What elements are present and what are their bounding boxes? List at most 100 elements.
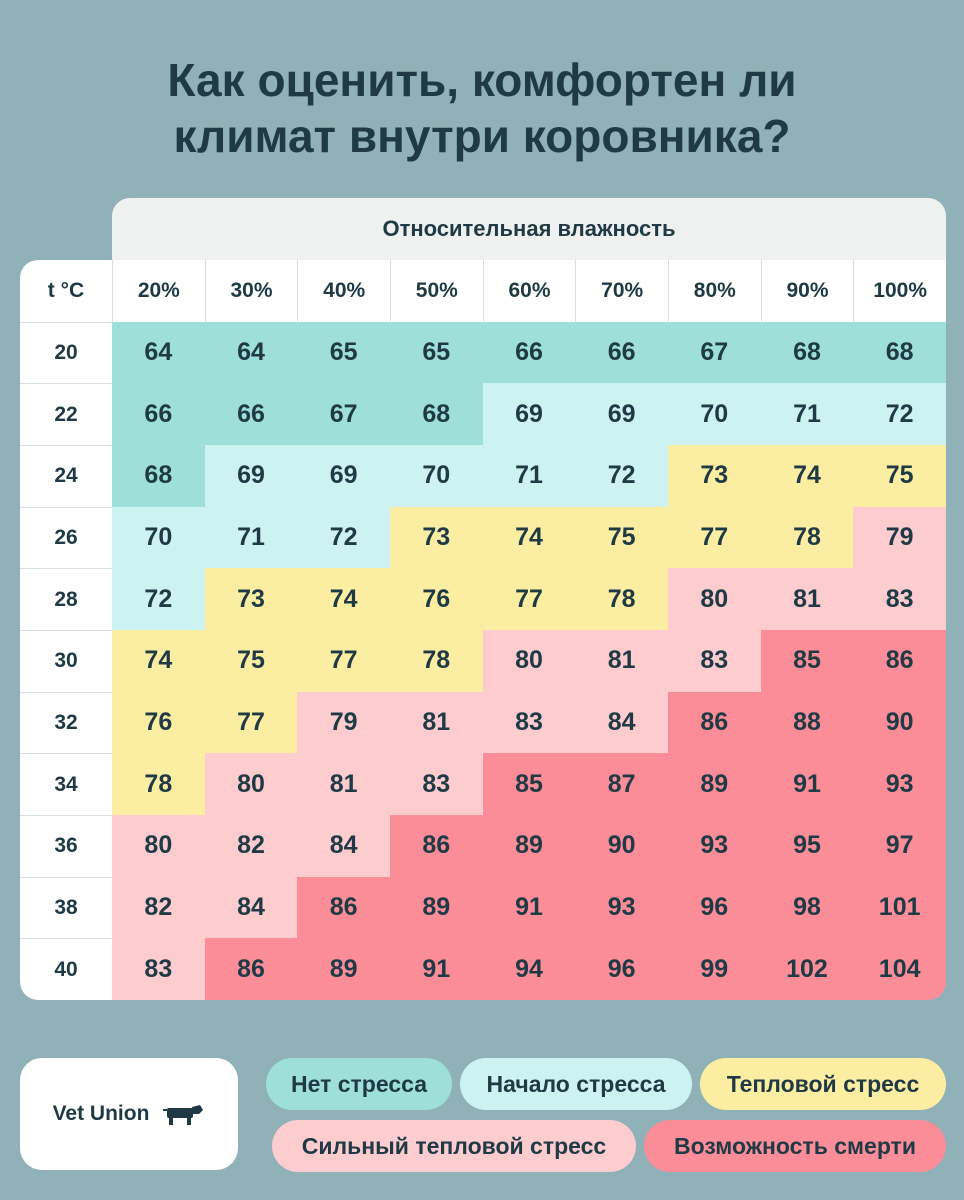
- column-header: 60%: [482, 260, 576, 322]
- value-cell: 72: [112, 568, 205, 630]
- column-header: 30%: [204, 260, 298, 322]
- value-cell: 74: [297, 568, 390, 630]
- row-header-label: t °C: [20, 260, 112, 322]
- row-header: 22: [20, 383, 112, 445]
- legend-item: Тепловой стресс: [700, 1058, 946, 1110]
- column-header: 20%: [112, 260, 205, 322]
- value-cell: 68: [760, 321, 854, 384]
- value-cell: 69: [482, 383, 576, 445]
- value-cell: 82: [112, 876, 205, 939]
- value-cell: 68: [389, 383, 483, 445]
- value-cell: 84: [575, 691, 668, 754]
- column-header: 100%: [853, 260, 946, 322]
- value-cell: 76: [389, 568, 483, 630]
- value-cell: 66: [575, 321, 668, 384]
- value-cell: 67: [297, 383, 390, 445]
- value-cell: 81: [297, 753, 390, 815]
- value-cell: 71: [482, 445, 576, 507]
- value-cell: 86: [297, 876, 390, 939]
- value-cell: 78: [760, 506, 854, 569]
- value-cell: 85: [482, 753, 576, 815]
- value-cell: 66: [112, 383, 205, 445]
- column-header: 50%: [389, 260, 483, 322]
- title-line-2: климат внутри коровника?: [173, 110, 791, 162]
- value-cell: 80: [204, 753, 298, 815]
- column-header: 90%: [760, 260, 854, 322]
- value-cell: 81: [389, 691, 483, 754]
- value-cell: 86: [389, 815, 483, 877]
- row-header: 26: [20, 506, 112, 569]
- value-cell: 70: [389, 445, 483, 507]
- legend-item: Возможность смерти: [644, 1120, 946, 1172]
- thi-grid: t °C 20% 30% 40% 50% 60% 70% 80% 90% 100% 20 64 64 65…: [20, 260, 946, 1000]
- value-cell: 78: [112, 753, 205, 815]
- value-cell: 74: [482, 506, 576, 569]
- value-cell: 72: [297, 506, 390, 569]
- row-header: 20: [20, 321, 112, 384]
- value-cell: 97: [853, 815, 946, 877]
- value-cell: 80: [482, 630, 576, 692]
- legend-item: Сильный тепловой стресс: [272, 1120, 636, 1172]
- value-cell: 70: [667, 383, 761, 445]
- value-cell: 66: [204, 383, 298, 445]
- value-cell: 65: [389, 321, 483, 384]
- value-cell: 89: [482, 815, 576, 877]
- value-cell: 83: [667, 630, 761, 692]
- value-cell: 83: [482, 691, 576, 754]
- row-header: 36: [20, 815, 112, 877]
- value-cell: 93: [853, 753, 946, 815]
- value-cell: 83: [853, 568, 946, 630]
- cow-icon: [163, 1105, 204, 1125]
- value-cell: 72: [853, 383, 946, 445]
- value-cell: 87: [575, 753, 668, 815]
- value-cell: 91: [760, 753, 854, 815]
- value-cell: 68: [853, 321, 946, 384]
- value-cell: 79: [297, 691, 390, 754]
- value-cell: 77: [297, 630, 390, 692]
- value-cell: 64: [204, 321, 298, 384]
- row-header: 32: [20, 691, 112, 754]
- value-cell: 96: [575, 938, 668, 1000]
- value-cell: 71: [204, 506, 298, 569]
- value-cell: 69: [575, 383, 668, 445]
- value-cell: 72: [575, 445, 668, 507]
- value-cell: 86: [204, 938, 298, 1000]
- value-cell: 77: [482, 568, 576, 630]
- value-cell: 99: [667, 938, 761, 1000]
- row-header: 40: [20, 938, 112, 1000]
- value-cell: 77: [667, 506, 761, 569]
- logo: Vet Union: [20, 1058, 238, 1170]
- value-cell: 88: [760, 691, 854, 754]
- value-cell: 80: [112, 815, 205, 877]
- value-cell: 75: [204, 630, 298, 692]
- row-header: 34: [20, 753, 112, 815]
- value-cell: 94: [482, 938, 576, 1000]
- value-cell: 82: [204, 815, 298, 877]
- value-cell: 86: [853, 630, 946, 692]
- logo-text: Vet Union: [52, 1102, 150, 1125]
- value-cell: 83: [112, 938, 205, 1000]
- value-cell: 80: [667, 568, 761, 630]
- value-cell: 68: [112, 445, 205, 507]
- value-cell: 76: [112, 691, 205, 754]
- legend-item: Нет стресса: [266, 1058, 452, 1110]
- value-cell: 73: [204, 568, 298, 630]
- value-cell: 64: [112, 321, 205, 384]
- value-cell: 74: [760, 445, 854, 507]
- value-cell: 69: [204, 445, 298, 507]
- value-cell: 95: [760, 815, 854, 877]
- value-cell: 91: [389, 938, 483, 1000]
- value-cell: 73: [667, 445, 761, 507]
- value-cell: 90: [853, 691, 946, 754]
- value-cell: 89: [667, 753, 761, 815]
- value-cell: 81: [575, 630, 668, 692]
- value-cell: 74: [112, 630, 205, 692]
- row-header: 28: [20, 568, 112, 630]
- column-header: 80%: [667, 260, 761, 322]
- value-cell: 65: [297, 321, 390, 384]
- value-cell: 75: [575, 506, 668, 569]
- value-cell: 89: [297, 938, 390, 1000]
- value-cell: 79: [853, 506, 946, 569]
- value-cell: 81: [760, 568, 854, 630]
- value-cell: 73: [389, 506, 483, 569]
